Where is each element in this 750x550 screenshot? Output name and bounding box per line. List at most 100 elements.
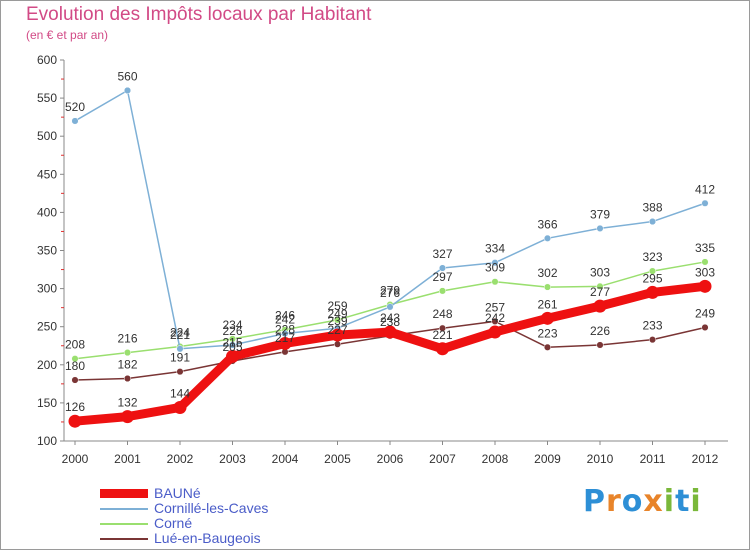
data-point-2	[543, 283, 552, 291]
data-label: 303	[695, 265, 715, 279]
proxiti-logo: Proxiti	[583, 484, 702, 519]
chart-title: Evolution des Impôts locaux par Habitant	[26, 4, 372, 25]
data-label: 297	[432, 270, 452, 284]
data-point-2	[333, 316, 342, 324]
data-label: 233	[642, 319, 662, 333]
data-label: 520	[65, 100, 85, 114]
data-label: 323	[642, 250, 662, 264]
data-label: 226	[590, 324, 610, 338]
x-tick-label: 2007	[429, 452, 456, 466]
data-point-3	[123, 374, 132, 383]
data-point-1	[176, 345, 184, 353]
data-label: 302	[537, 266, 557, 280]
data-point-3	[648, 336, 657, 344]
data-label: 303	[590, 265, 610, 279]
data-label: 239	[327, 314, 347, 328]
data-label: 226	[222, 324, 242, 338]
data-point-2	[596, 282, 604, 290]
data-point-0	[68, 414, 82, 428]
x-tick-label: 2000	[62, 452, 89, 466]
logo-letter: o	[621, 484, 644, 519]
data-label: 144	[170, 386, 190, 400]
data-label: 261	[537, 297, 557, 311]
y-tick-label: 100	[37, 434, 57, 448]
data-point-0	[278, 336, 292, 350]
data-point-1	[438, 264, 447, 272]
data-label: 366	[537, 217, 557, 231]
data-point-2	[123, 349, 132, 357]
data-point-0	[593, 299, 607, 313]
y-tick-label: 250	[37, 320, 57, 334]
data-label: 248	[432, 307, 452, 321]
data-label: 191	[170, 351, 190, 365]
logo-letter: r	[606, 484, 622, 519]
data-label: 335	[695, 241, 715, 255]
data-point-2	[648, 267, 657, 275]
x-tick-label: 2002	[167, 452, 194, 466]
data-label: 216	[117, 332, 137, 346]
data-point-0	[226, 349, 239, 363]
data-point-2	[438, 287, 447, 295]
data-label: 205	[222, 340, 242, 354]
data-point-0	[331, 328, 344, 342]
data-point-0	[698, 279, 712, 293]
data-label: 242	[275, 313, 295, 327]
data-point-0	[436, 342, 449, 356]
data-point-0	[173, 400, 187, 414]
data-point-1	[491, 259, 499, 267]
legend: BAUNé Cornillé-les-Caves Corné Lué-en-Ba…	[100, 486, 268, 546]
legend-item-cornille: Cornillé-les-Caves	[100, 501, 268, 516]
data-point-1	[228, 341, 237, 349]
legend-swatch-cornille	[100, 507, 148, 510]
x-tick-label: 2001	[114, 452, 141, 466]
data-point-1	[386, 303, 394, 311]
data-label: 238	[380, 315, 400, 329]
data-label: 379	[590, 207, 610, 221]
data-point-3	[596, 341, 604, 349]
y-tick-label: 550	[37, 91, 57, 105]
x-tick-label: 2009	[534, 452, 561, 466]
legend-item-baune: BAUNé	[100, 486, 268, 501]
data-label: 246	[275, 309, 295, 323]
data-label: 259	[327, 299, 347, 313]
data-label: 277	[590, 285, 610, 299]
data-label: 215	[222, 335, 242, 349]
logo-letter: i	[690, 484, 702, 519]
y-tick-label: 350	[37, 244, 57, 258]
legend-swatch-lue	[100, 537, 148, 540]
legend-label-baune: BAUNé	[154, 485, 201, 501]
logo-letter: i	[663, 484, 676, 519]
data-label: 560	[117, 69, 137, 83]
data-label: 208	[65, 338, 85, 352]
data-label: 309	[485, 261, 505, 275]
logo-letter: P	[583, 484, 606, 519]
data-label: 182	[117, 358, 137, 372]
data-label: 276	[380, 286, 400, 300]
legend-item-corne: Corné	[100, 516, 268, 531]
legend-swatch-baune	[100, 489, 148, 498]
y-tick-label: 200	[37, 358, 57, 372]
data-point-3	[701, 323, 709, 332]
data-label: 243	[380, 311, 400, 325]
data-label: 295	[642, 271, 662, 285]
data-label: 334	[485, 242, 505, 256]
y-tick-label: 450	[37, 167, 57, 181]
data-label: 132	[117, 396, 137, 410]
data-label: 279	[380, 284, 400, 298]
data-label: 257	[485, 300, 505, 314]
x-tick-label: 2010	[587, 452, 614, 466]
data-label: 228	[275, 322, 295, 336]
data-point-1	[71, 117, 79, 125]
data-point-1	[648, 217, 657, 226]
data-label: 327	[432, 247, 452, 261]
data-point-0	[541, 311, 554, 325]
data-label: 221	[432, 328, 452, 342]
data-label: 249	[695, 306, 715, 320]
data-point-1	[701, 199, 709, 207]
legend-item-lue: Lué-en-Baugeois	[100, 531, 268, 546]
data-point-0	[646, 285, 659, 299]
x-tick-label: 2008	[482, 452, 509, 466]
x-tick-label: 2006	[377, 452, 404, 466]
data-point-1	[281, 330, 289, 338]
data-label: 234	[222, 318, 242, 332]
